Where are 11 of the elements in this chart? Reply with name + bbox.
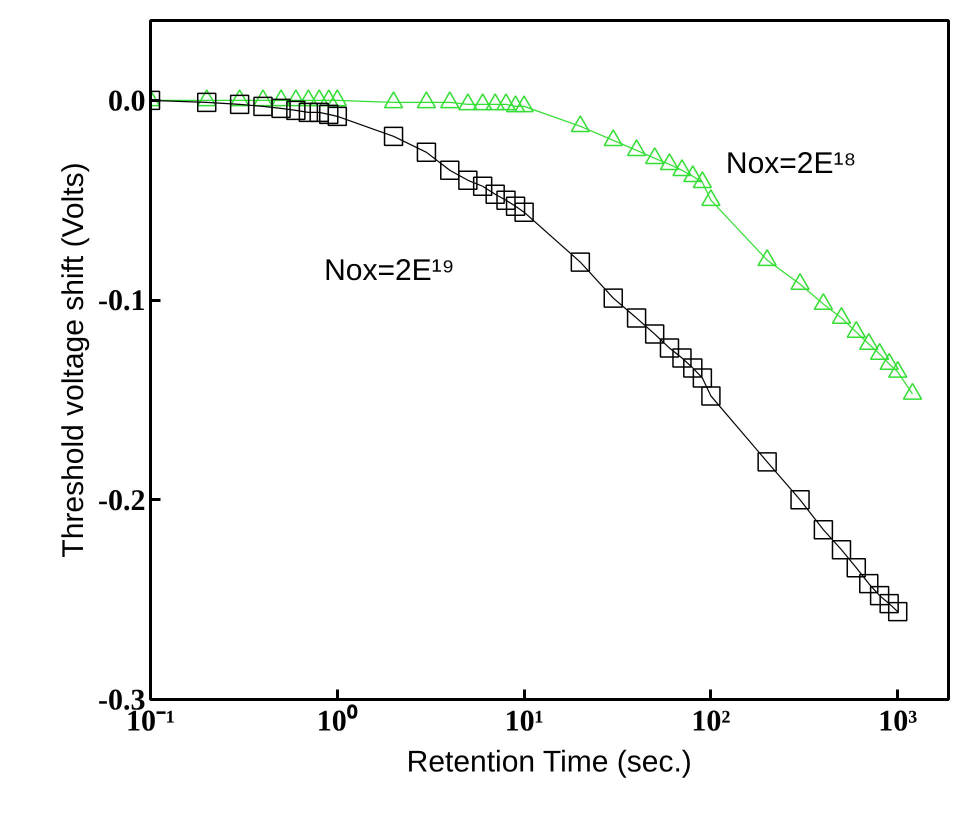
- x-tick-label: 10⁰: [316, 704, 358, 738]
- x-tick-label: 10¹: [504, 704, 544, 738]
- text: Nox=2E¹⁹: [324, 254, 455, 288]
- x-tick-label: 10²: [691, 704, 730, 738]
- y-tick-label: 0.0: [108, 84, 146, 118]
- x-axis-title: Retention Time (sec.): [406, 746, 692, 778]
- series-label: Nox=2E¹⁸: [726, 147, 856, 180]
- y-tick-label: -0.1: [98, 284, 146, 318]
- y-tick-label: -0.2: [98, 484, 146, 517]
- y-axis-title: Threshold voltage shift (Volts): [57, 162, 90, 558]
- x-tick-label: 10³: [878, 704, 918, 738]
